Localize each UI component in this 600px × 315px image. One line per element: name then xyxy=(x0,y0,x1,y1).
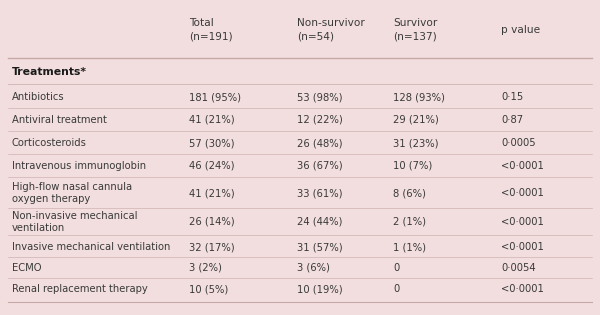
Text: 2 (1%): 2 (1%) xyxy=(393,217,426,227)
Text: 0·15: 0·15 xyxy=(501,92,523,102)
Text: 0·0005: 0·0005 xyxy=(501,138,536,148)
Text: <0·0001: <0·0001 xyxy=(501,284,544,294)
Text: 3 (2%): 3 (2%) xyxy=(189,263,222,273)
Text: 10 (5%): 10 (5%) xyxy=(189,284,228,294)
Text: 10 (19%): 10 (19%) xyxy=(297,284,343,294)
Text: 3 (6%): 3 (6%) xyxy=(297,263,330,273)
Text: 53 (98%): 53 (98%) xyxy=(297,92,343,102)
Text: 24 (44%): 24 (44%) xyxy=(297,217,343,227)
Text: <0·0001: <0·0001 xyxy=(501,188,544,198)
Text: 128 (93%): 128 (93%) xyxy=(393,92,445,102)
Text: 41 (21%): 41 (21%) xyxy=(189,188,235,198)
Text: Survivor
(n=137): Survivor (n=137) xyxy=(393,18,437,42)
Text: 0: 0 xyxy=(393,263,399,273)
Text: 181 (95%): 181 (95%) xyxy=(189,92,241,102)
Text: 46 (24%): 46 (24%) xyxy=(189,161,235,171)
Text: 29 (21%): 29 (21%) xyxy=(393,115,439,125)
Text: 0·87: 0·87 xyxy=(501,115,523,125)
Text: 26 (48%): 26 (48%) xyxy=(297,138,343,148)
Text: ECMO: ECMO xyxy=(12,263,41,273)
Text: 57 (30%): 57 (30%) xyxy=(189,138,235,148)
Text: 26 (14%): 26 (14%) xyxy=(189,217,235,227)
Text: 0: 0 xyxy=(393,284,399,294)
Text: Invasive mechanical ventilation: Invasive mechanical ventilation xyxy=(12,242,170,252)
Text: Intravenous immunoglobin: Intravenous immunoglobin xyxy=(12,161,146,171)
Text: <0·0001: <0·0001 xyxy=(501,242,544,252)
Text: 33 (61%): 33 (61%) xyxy=(297,188,343,198)
Text: 0·0054: 0·0054 xyxy=(501,263,536,273)
Text: 32 (17%): 32 (17%) xyxy=(189,242,235,252)
Text: Corticosteroids: Corticosteroids xyxy=(12,138,87,148)
Text: Treatments*: Treatments* xyxy=(12,67,87,77)
Text: High-flow nasal cannula
oxygen therapy: High-flow nasal cannula oxygen therapy xyxy=(12,182,132,204)
Text: 8 (6%): 8 (6%) xyxy=(393,188,426,198)
Text: 31 (23%): 31 (23%) xyxy=(393,138,439,148)
Text: 12 (22%): 12 (22%) xyxy=(297,115,343,125)
Text: 1 (1%): 1 (1%) xyxy=(393,242,426,252)
Text: 41 (21%): 41 (21%) xyxy=(189,115,235,125)
Text: Antiviral treatment: Antiviral treatment xyxy=(12,115,107,125)
Text: 31 (57%): 31 (57%) xyxy=(297,242,343,252)
Text: Non-invasive mechanical
ventilation: Non-invasive mechanical ventilation xyxy=(12,211,137,233)
Text: <0·0001: <0·0001 xyxy=(501,161,544,171)
Text: 36 (67%): 36 (67%) xyxy=(297,161,343,171)
Text: 10 (7%): 10 (7%) xyxy=(393,161,432,171)
Text: Renal replacement therapy: Renal replacement therapy xyxy=(12,284,148,294)
Text: Total
(n=191): Total (n=191) xyxy=(189,18,233,42)
Text: Non-survivor
(n=54): Non-survivor (n=54) xyxy=(297,18,365,42)
Text: Antibiotics: Antibiotics xyxy=(12,92,65,102)
Text: <0·0001: <0·0001 xyxy=(501,217,544,227)
Text: p value: p value xyxy=(501,25,540,35)
